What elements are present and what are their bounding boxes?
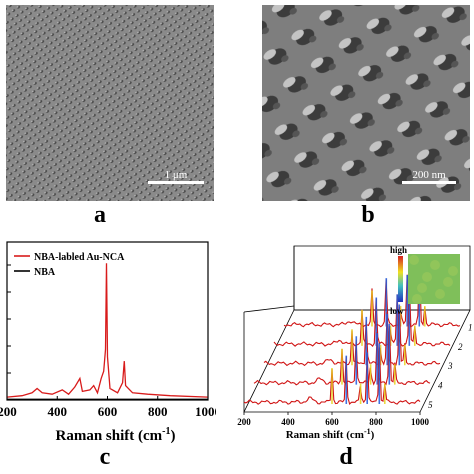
x-tick-label: 1000 [411,417,430,427]
x-axis-label-sup: -1 [162,426,170,437]
map-blob [422,272,432,282]
depth-tick-label: 4 [438,381,443,391]
x-tick-label: 200 [0,404,17,419]
series-line-0 [6,263,209,398]
waterfall-line-5 [283,266,461,328]
depth-tick-label: 5 [428,400,433,410]
map-blob [443,277,453,287]
waterfall-line-4 [273,287,451,347]
x-axis-label-sup: -1 [364,427,371,436]
x-axis-label-close: ) [171,428,176,444]
map-blob [435,289,445,299]
chart-d: high low 200 400 600 800 1000 Raman shift (cm-1… [237,245,473,441]
map-blob [412,294,422,304]
x-tick-label: 600 [98,404,118,419]
x-tick-label: 600 [325,417,339,427]
top-left-edge [243,305,295,313]
sem-image-a: 1 μm [6,5,214,201]
x-tick-label: 400 [48,404,68,419]
sem-image-b: 200 nm [262,5,470,201]
map-blob [448,266,458,276]
map-blob [409,255,419,265]
panel-letter-a: a [94,202,106,228]
chart-c: NBA-labled Au-NCA NBA 200 400 600 800 1000 Rama… [0,241,216,444]
panel-letter-b: b [361,202,375,228]
colorbar-high-label: high [390,245,407,255]
x-tick-label: 800 [369,417,383,427]
x-axis-label: Raman shift (cm-1) [56,426,176,444]
depth-tick-label: 2 [458,342,463,352]
colorbar-low-label: low [390,306,404,316]
x-axis-label: Raman shift (cm-1) [286,427,375,441]
x-tick-label: 200 [237,417,251,427]
map-blob [417,283,427,293]
scale-label-b: 200 nm [412,169,446,181]
panel-letter-d: d [339,444,353,470]
x-axis-label-close: ) [371,429,375,441]
depth-tick-label: 3 [447,361,453,371]
x-tick-label: 1000 [195,404,216,419]
depth-tick-label: 1 [468,322,473,332]
colorbar [398,256,403,302]
scale-bar-b: 200 nm [402,169,456,184]
scale-line-b [402,181,456,184]
x-tick-label: 400 [281,417,295,427]
legend-label-0: NBA-labled Au-NCA [34,252,125,263]
floor [243,309,471,413]
map-blob [430,260,440,270]
panel-letter-c: c [99,444,111,470]
legend-label-1: NBA [34,267,56,278]
scale-bar-a: 1 μm [148,169,204,184]
scale-label-a: 1 μm [164,169,188,181]
x-tick-label: 800 [148,404,168,419]
scale-line-a [148,181,204,184]
